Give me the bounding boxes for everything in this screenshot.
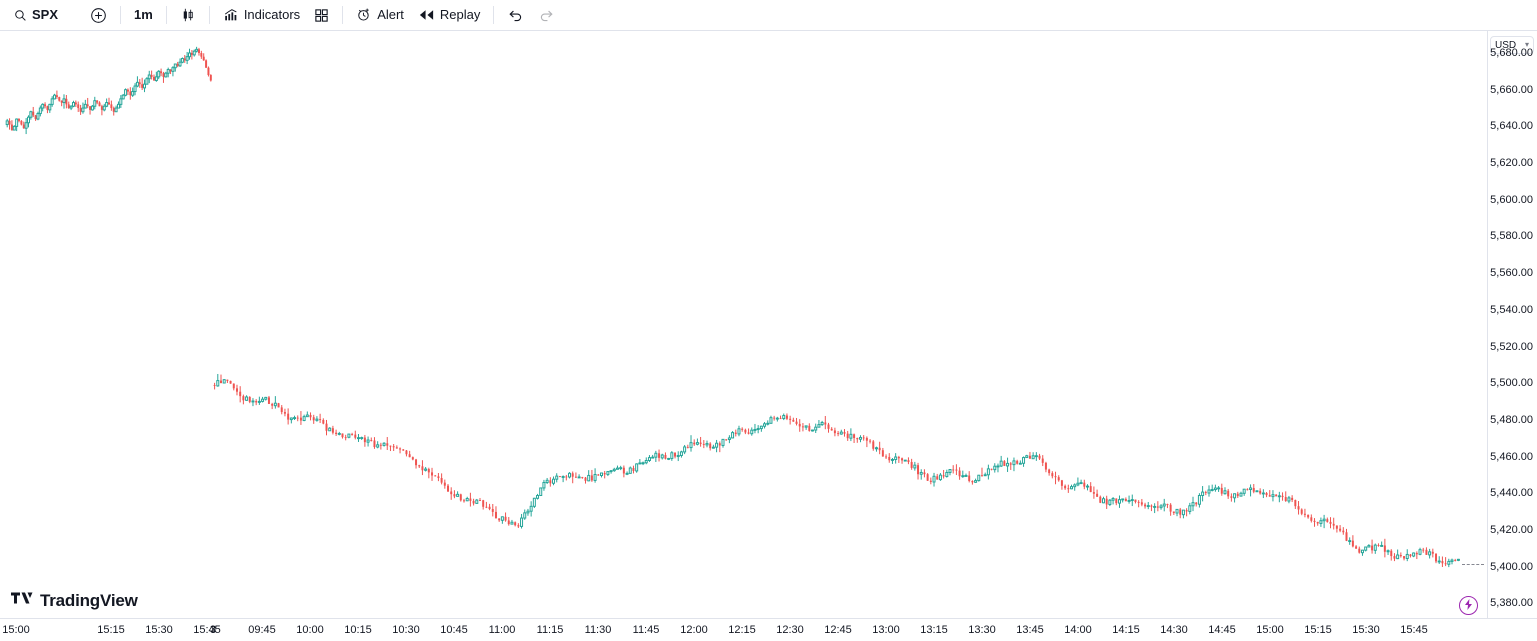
time-tick: 13:45 xyxy=(1016,624,1044,636)
time-tick: 12:15 xyxy=(728,624,756,636)
time-tick: 15:30 xyxy=(1352,624,1380,636)
time-tick: 14:45 xyxy=(1208,624,1236,636)
price-tick: 5,420.00 xyxy=(1490,523,1533,536)
candlestick-series xyxy=(5,46,1460,568)
tradingview-logo-icon xyxy=(11,591,33,611)
symbol-search-button[interactable]: SPX xyxy=(9,2,65,28)
time-tick: 11:45 xyxy=(632,624,660,636)
price-tick: 5,620.00 xyxy=(1490,157,1533,170)
price-tick: 5,500.00 xyxy=(1490,377,1533,390)
top-toolbar: SPX 1m xyxy=(0,0,1537,31)
chart-canvas[interactable] xyxy=(0,31,1487,618)
time-tick: 13:00 xyxy=(872,624,900,636)
redo-button[interactable] xyxy=(531,2,562,28)
price-tick: 5,520.00 xyxy=(1490,340,1533,353)
time-tick: 3 xyxy=(209,624,217,636)
time-tick: 15:45 xyxy=(1400,624,1428,636)
time-tick: 14:15 xyxy=(1112,624,1140,636)
search-icon xyxy=(14,9,27,22)
time-tick: 15:45 xyxy=(193,624,221,636)
price-tick: 5,640.00 xyxy=(1490,120,1533,133)
price-tick: 5,580.00 xyxy=(1490,230,1533,243)
time-tick: 15:15 xyxy=(1304,624,1332,636)
time-tick: 15:30 xyxy=(145,624,173,636)
time-tick: 10:45 xyxy=(440,624,468,636)
time-tick: 09:45 xyxy=(248,624,276,636)
toolbar-divider xyxy=(342,6,344,24)
tradingview-watermark: TradingView xyxy=(11,591,138,611)
add-symbol-button[interactable] xyxy=(83,2,114,28)
alert-label: Alert xyxy=(377,7,404,22)
price-tick: 5,400.00 xyxy=(1490,560,1533,573)
grid-layout-icon xyxy=(314,8,329,23)
interval-button[interactable]: 1m xyxy=(127,2,160,28)
chart-style-button[interactable] xyxy=(173,2,203,28)
alarm-clock-plus-icon xyxy=(356,7,372,23)
lightning-bolt-icon xyxy=(1464,597,1473,615)
undo-arrow-icon xyxy=(507,8,524,23)
toolbar-divider xyxy=(493,6,495,24)
price-tick: 5,440.00 xyxy=(1490,487,1533,500)
time-tick: 10:15 xyxy=(344,624,372,636)
time-tick: 15:00 xyxy=(2,624,30,636)
candlestick-icon xyxy=(180,7,196,23)
toolbar-divider xyxy=(208,6,210,24)
time-tick: 15:00 xyxy=(1256,624,1284,636)
redo-arrow-icon xyxy=(538,8,555,23)
price-tick: 5,480.00 xyxy=(1490,413,1533,426)
time-tick: 15:15 xyxy=(97,624,125,636)
interval-label: 1m xyxy=(134,7,153,22)
indicators-label: Indicators xyxy=(243,7,301,22)
replay-label: Replay xyxy=(439,7,481,22)
price-tick: 5,600.00 xyxy=(1490,193,1533,206)
time-tick: 10:30 xyxy=(392,624,420,636)
toolbar-divider xyxy=(165,6,167,24)
price-tick: 5,560.00 xyxy=(1490,267,1533,280)
time-tick: 11:30 xyxy=(584,624,612,636)
undo-button[interactable] xyxy=(500,2,531,28)
chevron-down-icon: ▾ xyxy=(1524,40,1529,49)
time-tick: 11:15 xyxy=(536,624,564,636)
currency-selector[interactable]: USD ▾ xyxy=(1490,36,1534,54)
time-tick: 11:00 xyxy=(488,624,516,636)
symbol-label: SPX xyxy=(32,7,59,22)
replay-button[interactable]: Replay xyxy=(411,2,487,28)
price-tick: 5,380.00 xyxy=(1490,597,1533,610)
time-tick: 12:00 xyxy=(680,624,708,636)
price-tick: 5,660.00 xyxy=(1490,83,1533,96)
time-tick: 12:45 xyxy=(824,624,852,636)
time-tick: 14:30 xyxy=(1160,624,1188,636)
alert-button[interactable]: Alert xyxy=(349,2,411,28)
indicators-button[interactable]: Indicators xyxy=(216,2,307,28)
price-tick: 5,680.00 xyxy=(1490,47,1533,59)
time-tick: 13:30 xyxy=(968,624,996,636)
time-tick: 13:15 xyxy=(920,624,948,636)
indicators-icon xyxy=(223,7,239,23)
replay-rewind-icon xyxy=(418,8,435,22)
fast-mode-badge[interactable] xyxy=(1459,596,1478,615)
time-tick: 10:00 xyxy=(296,624,324,636)
toolbar-divider xyxy=(120,6,122,24)
price-scale[interactable]: USD ▾ 5,680.00 5,660.00 5,640.00 5,620.00 5,… xyxy=(1487,31,1537,618)
price-tick: 5,460.00 xyxy=(1490,450,1533,463)
plus-circle-icon xyxy=(90,7,107,24)
time-scale[interactable]: 15:00 15:15 15:30 15:45 3 09:45 10:00 10:15 10:3… xyxy=(0,618,1537,641)
currency-label: USD xyxy=(1495,39,1517,51)
layouts-button[interactable] xyxy=(307,2,336,28)
price-tick: 5,540.00 xyxy=(1490,303,1533,316)
last-price-dashed-line xyxy=(1462,563,1484,565)
time-tick: 12:30 xyxy=(776,624,804,636)
tradingview-logo-text: TradingView xyxy=(40,591,138,610)
time-tick: 14:00 xyxy=(1064,624,1092,636)
